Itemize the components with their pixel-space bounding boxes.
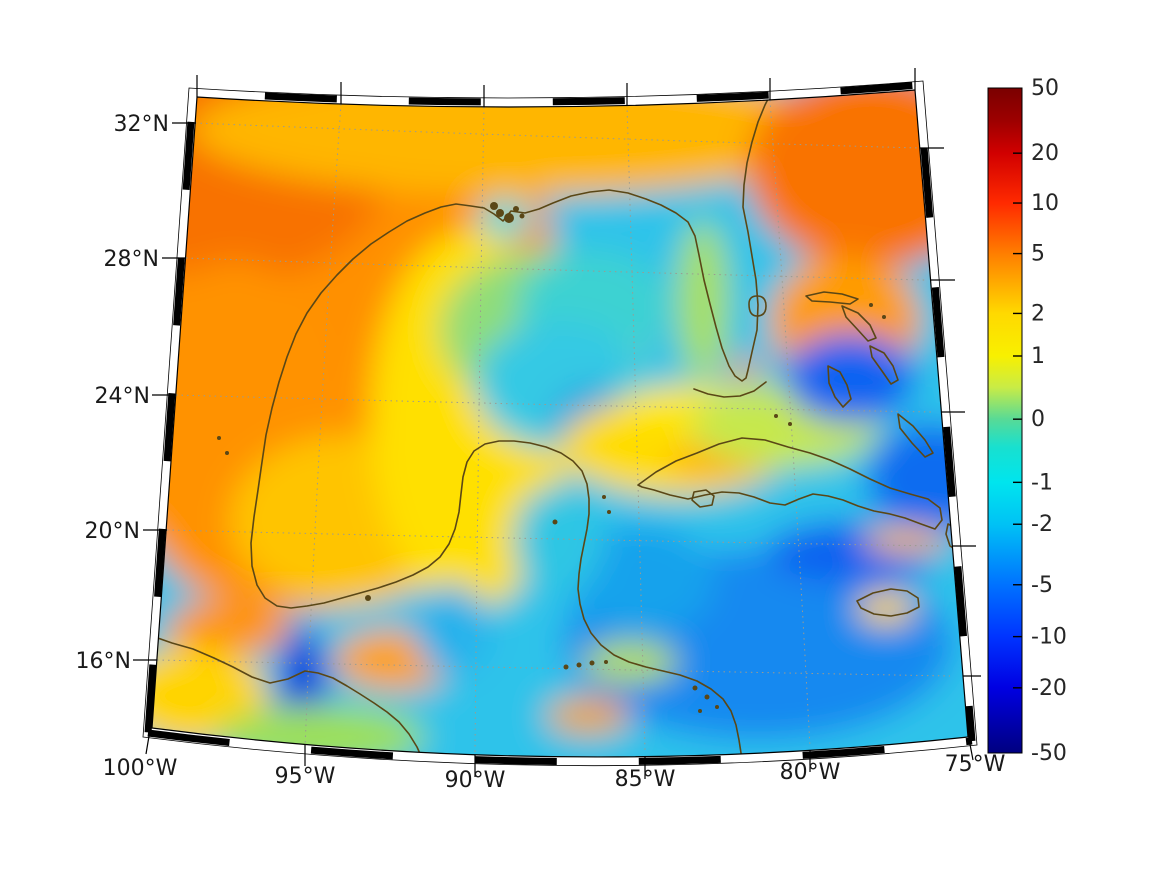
colorbar-gradient [987,87,1023,754]
islet-dot [604,660,608,664]
coastline-path [152,635,422,757]
gridline-parallel [194,122,920,149]
frame-band-segments [144,91,197,734]
coastline-path [693,381,767,398]
lon-tick-label: 100°W [103,756,178,781]
islet-dot [519,213,525,219]
field-blob [166,600,290,656]
field-blob [867,423,968,533]
islet-dot [602,495,606,499]
graticule [156,99,951,753]
frame-inner-line [151,89,969,758]
islet-dot [504,213,514,223]
field-blob [546,698,630,734]
islet-dot [490,202,498,210]
islet-dot [589,660,595,666]
lat-tick-label: 20°N [85,519,140,544]
coastline-path [250,90,773,754]
islet-dot [607,510,611,514]
map-data-area [152,90,968,757]
lat-tick-label: 32°N [114,112,169,137]
lon-tick-label: 95°W [275,764,336,789]
island-outline [856,588,920,617]
islet-dot [365,595,371,601]
lat-tick-label: 28°N [104,247,159,272]
island-outline [637,437,943,530]
field-blob [215,705,425,757]
frame-band-segments [147,729,973,766]
colorbar-tick-label: 0 [1031,407,1045,432]
colorbar-tick-label: -2 [1031,512,1053,537]
colorbar-tick-label: 2 [1031,301,1045,326]
islet-dot [225,451,229,455]
island-outline [897,413,934,458]
colorbar-tick-label: 10 [1031,191,1059,216]
islet-dot [704,694,710,700]
island-outline [691,489,715,508]
field-blob [565,525,715,635]
frame-band-segments [915,84,976,742]
coastlines-layer [152,90,967,757]
frame-tick [968,738,974,761]
frame-band-segments [192,81,920,106]
islet-dot [698,709,702,713]
lat-tick-label: 16°N [76,649,131,674]
axis-labels: 32°N 28°N 24°N 20°N 16°N 100°W 95°W 90°W 85°W 80°… [76,112,1006,793]
field-blob [747,90,968,268]
gridline-parallel [175,394,934,413]
islet-dot [513,206,519,212]
lon-tick-label: 85°W [615,767,676,792]
field-blob [785,333,915,423]
colorbar-tick-label: -20 [1031,676,1067,701]
frame-tick [145,729,151,755]
islet-dot [788,422,792,426]
colorbar-tick-label: -5 [1031,573,1053,598]
islet-dot [882,315,886,319]
islet-dot [576,662,582,668]
islet-dot [869,303,873,307]
colorbar-tick-label: 20 [1031,141,1059,166]
island-outline [748,295,767,317]
frame-outer-line [142,80,978,767]
island-outline [805,291,859,305]
island-outline [827,365,852,408]
islet-dot [774,414,778,418]
islet-dot [496,209,504,217]
island-outline [841,305,877,342]
islet-dot [217,436,221,440]
colorbar-tick-label: -10 [1031,625,1067,650]
islet-dot [563,664,569,670]
islet-dot [692,685,698,691]
islet-dot [715,705,719,709]
colorbar-tick-label: 50 [1031,76,1059,101]
field-blob [414,584,490,676]
field-blob [858,592,914,624]
map-frame [133,68,981,779]
colorbar-tick-label: -50 [1031,741,1067,766]
gridline-meridian [304,103,342,749]
field-blob [677,220,729,380]
colorbar-tick-label: 1 [1031,344,1045,369]
lon-tick-label: 75°W [945,752,1006,777]
lat-tick-label: 24°N [95,384,150,409]
colorbar-tick-label: 5 [1031,242,1045,267]
lon-tick-label: 90°W [445,768,506,793]
lon-tick-label: 80°W [780,760,841,785]
field-blob [729,357,761,379]
colorbar-tick-label: -1 [1031,470,1053,495]
islet-dot [552,519,558,525]
island-outline [869,345,899,385]
field-blob [864,528,948,552]
